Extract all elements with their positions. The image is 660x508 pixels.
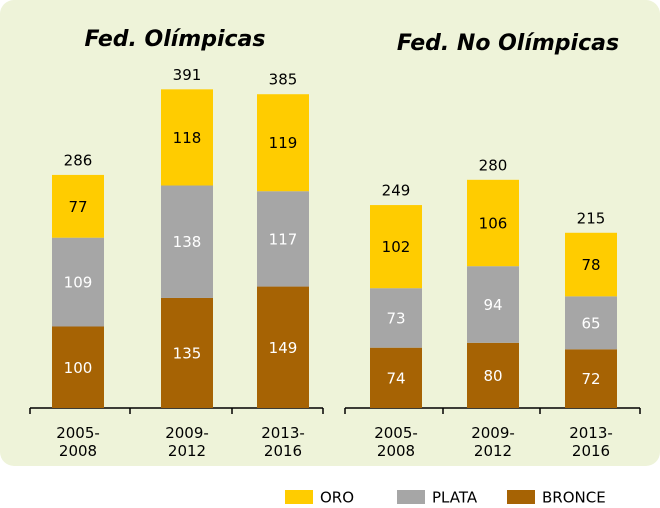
bar-segment — [467, 179, 519, 267]
bar-segment — [161, 297, 213, 408]
total-label: 391 — [173, 66, 202, 84]
legend-label: PLATA — [432, 489, 478, 507]
x-tick-label: 2013-2016 — [261, 424, 305, 460]
bar-segment — [257, 286, 309, 408]
chart-title: Fed. Olímpicas — [85, 27, 266, 52]
x-tick-label: 2013-2016 — [569, 424, 613, 460]
bar-segment — [370, 205, 422, 289]
segment-label: 80 — [483, 367, 502, 385]
total-label: 286 — [64, 151, 93, 169]
segment-label: 74 — [386, 369, 405, 387]
segment-label: 65 — [581, 314, 600, 332]
bar-segment — [467, 342, 519, 408]
segment-label: 78 — [581, 256, 600, 274]
segment-label: 102 — [382, 238, 411, 256]
segment-label: 106 — [479, 214, 508, 232]
segment-label: 138 — [173, 233, 202, 251]
segment-label: 94 — [483, 296, 502, 314]
bar-segment — [370, 347, 422, 408]
bar-segment — [257, 191, 309, 287]
segment-label: 72 — [581, 370, 600, 388]
bar-segment — [565, 349, 617, 408]
legend-swatch — [285, 490, 313, 504]
legend-label: ORO — [320, 489, 354, 507]
segment-label: 109 — [64, 274, 93, 292]
bar-segment — [161, 185, 213, 298]
bar-segment — [257, 94, 309, 192]
segment-label: 118 — [173, 129, 202, 147]
segment-label: 117 — [269, 230, 298, 248]
x-tick-label: 2009-2012 — [165, 424, 209, 460]
segment-label: 73 — [386, 309, 405, 327]
bar-segment — [565, 232, 617, 297]
total-label: 280 — [479, 156, 508, 174]
x-tick-label: 2005-2008 — [374, 424, 418, 460]
segment-label: 149 — [269, 339, 298, 357]
bar-segment — [52, 174, 104, 238]
total-label: 249 — [382, 182, 411, 200]
segment-label: 135 — [173, 344, 202, 362]
bar-segment — [52, 237, 104, 327]
segment-label: 119 — [269, 134, 298, 152]
chart-title: Fed. No Olímpicas — [397, 31, 619, 56]
bar-segment — [161, 89, 213, 186]
bar-segment — [370, 288, 422, 348]
legend-label: BRONCE — [542, 489, 606, 507]
total-label: 215 — [577, 209, 606, 227]
x-tick-label: 2009-2012 — [471, 424, 515, 460]
legend-swatch — [397, 490, 425, 504]
x-tick-label: 2005-2008 — [56, 424, 100, 460]
segment-label: 77 — [68, 198, 87, 216]
segment-label: 100 — [64, 359, 93, 377]
total-label: 385 — [269, 71, 298, 89]
legend-swatch — [507, 490, 535, 504]
bar-segment — [467, 266, 519, 343]
bar-segment — [52, 326, 104, 408]
bar-segment — [565, 296, 617, 350]
